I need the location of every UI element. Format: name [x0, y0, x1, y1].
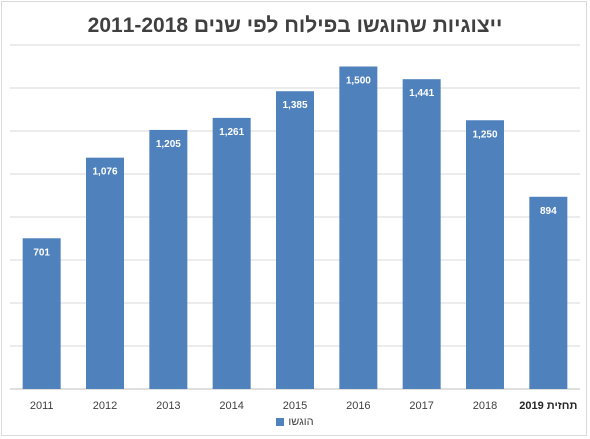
x-tick-label: 2016: [346, 400, 370, 412]
data-label: 1,500: [346, 76, 371, 87]
bar: [22, 238, 61, 389]
legend-swatch: [276, 418, 285, 427]
data-label: 1,205: [156, 139, 181, 150]
x-tick-label: 2017: [409, 400, 433, 412]
x-tick-label: 2011: [30, 400, 54, 412]
legend: הוגשו: [0, 416, 590, 428]
bar: [529, 196, 568, 389]
data-label: 1,250: [472, 129, 497, 140]
bar: [466, 120, 504, 389]
data-label: 701: [33, 247, 50, 258]
data-label: 1,261: [219, 127, 244, 138]
data-label: 894: [540, 206, 557, 217]
x-tick-label: 2015: [283, 400, 307, 412]
x-tick-label: 2013: [156, 400, 180, 412]
x-tick-label: 2012: [93, 400, 117, 412]
bar: [212, 117, 251, 389]
bar: [339, 66, 378, 389]
data-label: 1,076: [92, 167, 117, 178]
data-label: 1,441: [409, 88, 434, 99]
bar: [276, 91, 314, 389]
bar: [86, 157, 124, 389]
bar: [402, 79, 441, 389]
x-tick-labels: 2011 2012 2013 2014 2015 2016 2017 2018 תחזית 20…: [30, 400, 578, 412]
bars: [22, 66, 568, 390]
bar: [149, 129, 188, 390]
x-tick-label: 2014: [219, 400, 243, 412]
data-label: 1,385: [282, 100, 307, 111]
legend-label: הוגשו: [288, 416, 314, 429]
data-labels: 701 1,076 1,205 1,261 1,385 1,500 1,441 1,250 89…: [33, 76, 557, 259]
x-tick-label: 2018: [473, 400, 497, 412]
x-tick-label: תחזית 2019: [519, 400, 577, 412]
chart-title: ייצוגיות שהוגשו בפילוח לפי שנים 2011-201…: [87, 14, 503, 37]
